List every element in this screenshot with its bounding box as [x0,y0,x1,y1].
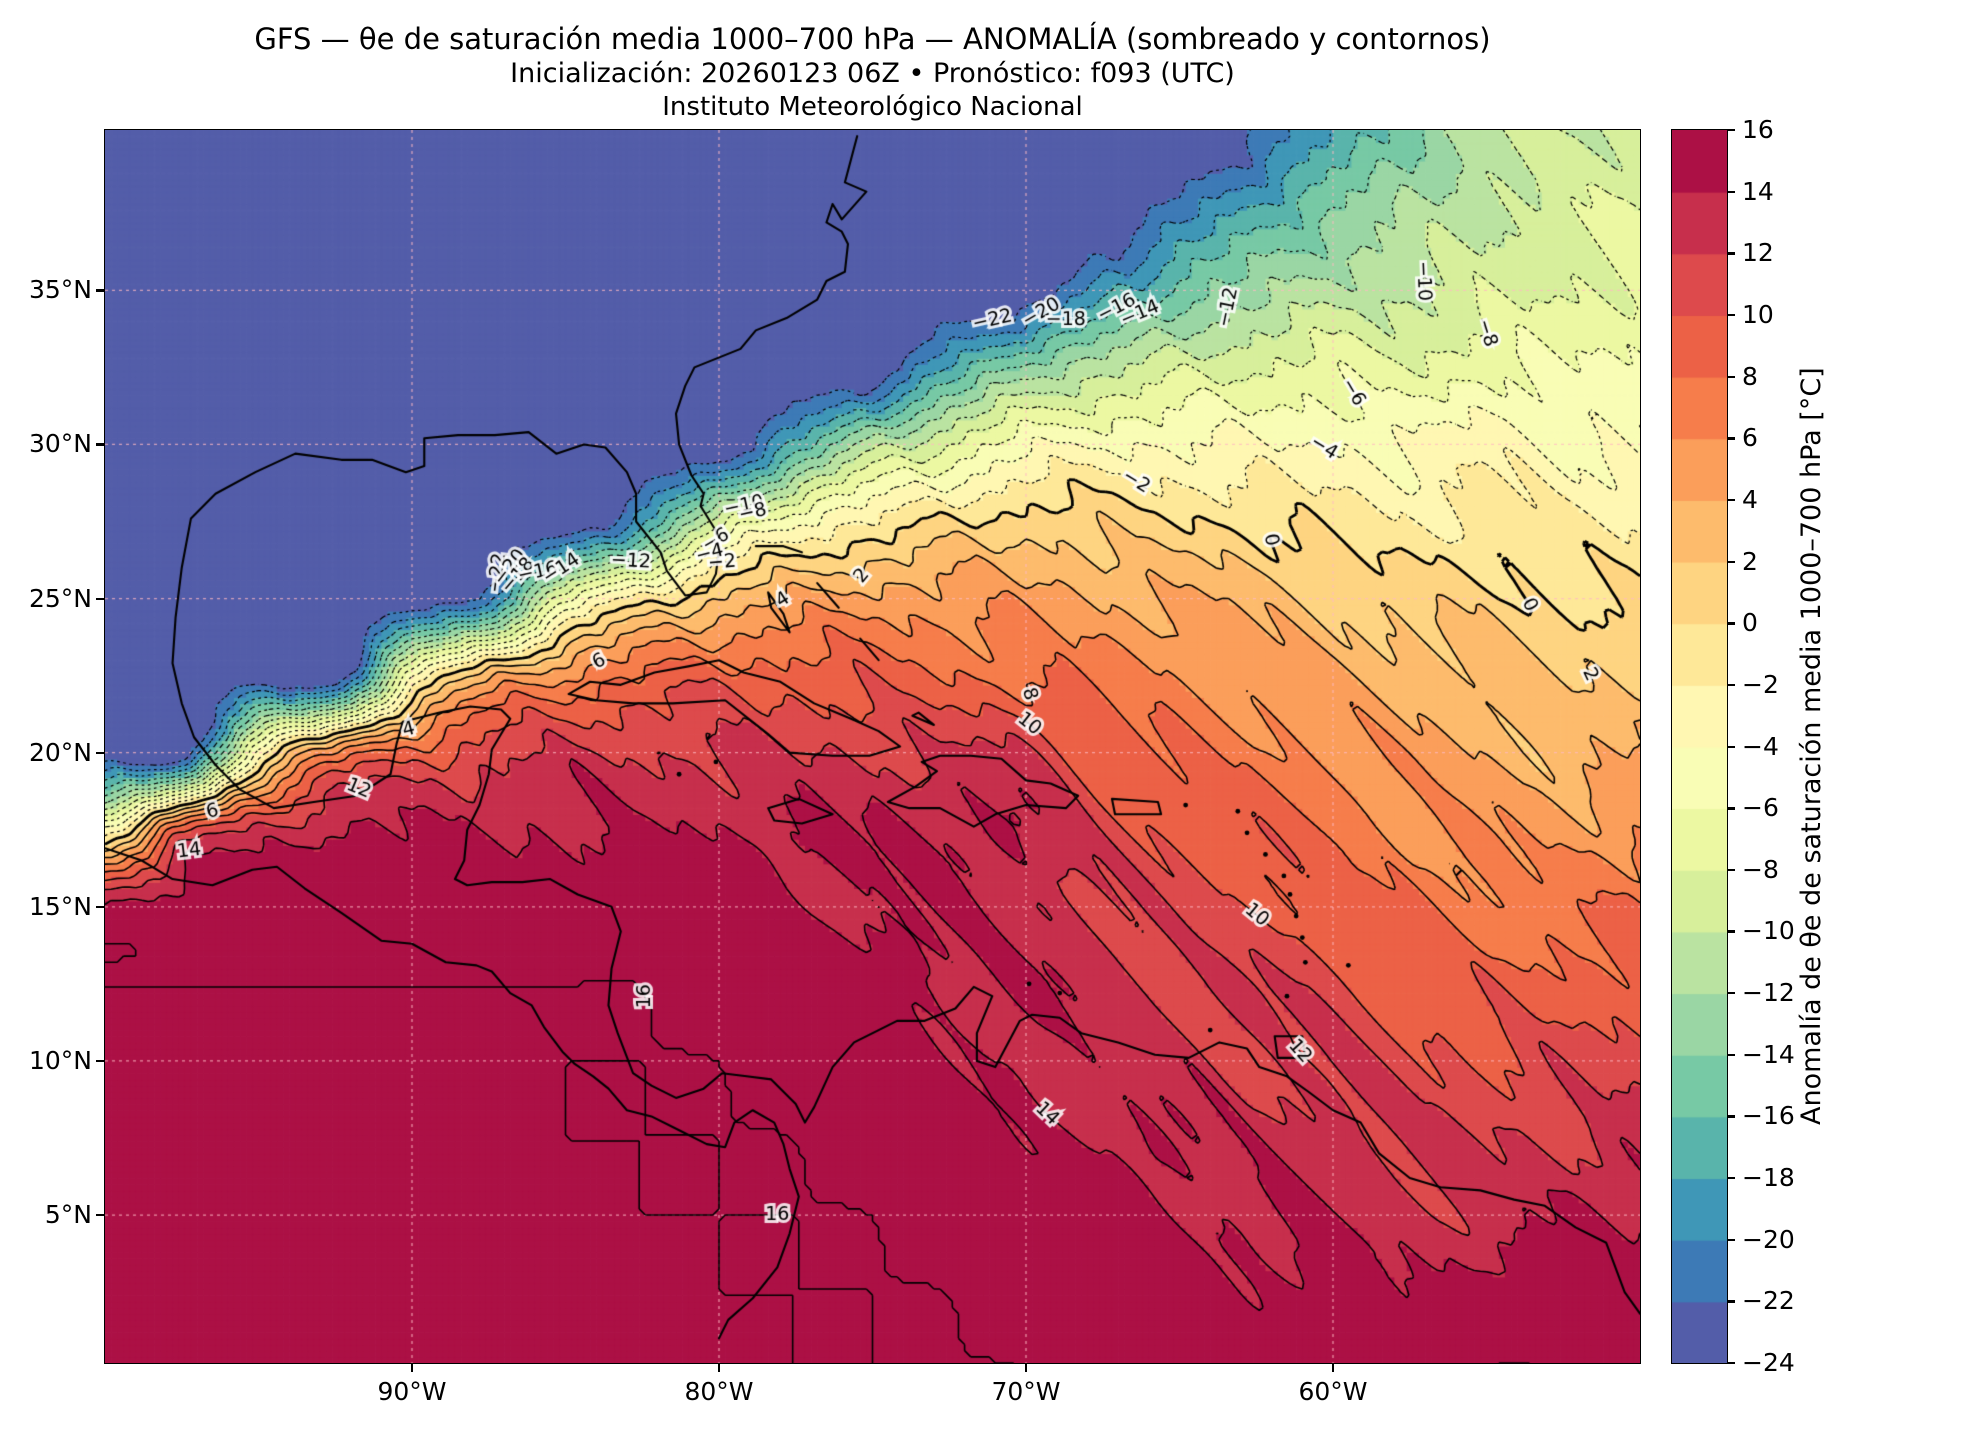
colorbar-tick-mark [1727,1362,1735,1365]
colorbar-tick-label: 14 [1742,176,1774,206]
y-tick-label: 15°N [28,891,92,921]
x-tick-mark [1331,1364,1335,1372]
colorbar-tick-label: −18 [1742,1163,1795,1193]
colorbar-tick-mark [1727,129,1735,132]
colorbar-tick-label: 4 [1742,484,1758,514]
colorbar-tick-mark [1727,1115,1735,1118]
y-tick-label: 20°N [28,737,92,767]
colorbar-tick-mark [1727,1238,1735,1242]
y-tick-label: 5°N [44,1200,92,1230]
x-tick-label: 90°W [377,1377,447,1406]
colorbar-tick-label: 16 [1742,115,1774,144]
colorbar-tick-mark [1727,683,1735,687]
title-line-1: GFS — θe de saturación media 1000–700 hP… [254,22,1491,56]
x-tick-mark [717,1364,721,1372]
colorbar-tick-mark [1727,622,1735,625]
colorbar-tick-label: −4 [1742,731,1779,761]
colorbar-tick-label: −8 [1742,854,1779,884]
colorbar-tick-label: −6 [1742,793,1779,823]
colorbar-tick-label: −22 [1742,1286,1795,1316]
colorbar-tick-label: −12 [1742,978,1795,1008]
x-tick-mark [1024,1364,1028,1372]
colorbar-tick-label: −2 [1742,669,1779,699]
y-tick-mark [96,905,104,909]
colorbar-tick-label: −24 [1742,1348,1795,1377]
y-tick-label: 30°N [28,429,92,459]
x-tick-mark [410,1364,414,1372]
y-tick-mark [96,289,104,292]
colorbar-canvas [1672,130,1727,1363]
y-tick-mark [96,443,104,446]
colorbar-tick-mark [1727,252,1735,255]
x-tick-label: 70°W [991,1377,1061,1406]
colorbar-tick-label: 0 [1742,608,1758,638]
colorbar-tick-mark [1727,560,1735,563]
y-tick-label: 35°N [28,275,92,305]
colorbar-tick-label: 10 [1742,299,1774,329]
colorbar-tick-label: 8 [1742,361,1758,391]
colorbar-tick-label: −20 [1742,1224,1795,1254]
y-tick-mark [96,751,104,755]
colorbar-tick-mark [1727,1177,1735,1180]
colorbar-tick-mark [1727,992,1735,995]
colorbar-tick-mark [1727,313,1735,317]
y-tick-mark [96,1059,104,1063]
colorbar-tick-mark [1727,807,1735,810]
colorbar-label: Anomalía de θe de saturación media 1000–… [1796,367,1827,1126]
colorbar-tick-mark [1727,375,1735,378]
colorbar-tick-label: −14 [1742,1039,1795,1069]
x-tick-label: 60°W [1298,1377,1368,1406]
y-tick-label: 25°N [28,583,92,613]
title-line-3: Instituto Meteorológico Nacional [662,92,1083,122]
colorbar-tick-mark [1727,437,1735,440]
colorbar-tick-mark [1727,190,1735,194]
colorbar-tick-mark [1727,498,1735,502]
title-line-2: Inicialización: 20260123 06Z • Pronóstic… [510,58,1235,89]
colorbar-tick-label: 2 [1742,546,1758,576]
colorbar-tick-mark [1727,1300,1735,1303]
colorbar-tick-label: −10 [1742,916,1795,946]
colorbar-tick-mark [1727,745,1735,748]
colorbar-tick-mark [1727,868,1735,872]
y-tick-mark [96,597,104,600]
colorbar-tick-label: −16 [1742,1101,1795,1131]
map-canvas [105,130,1640,1363]
y-tick-mark [96,1214,104,1217]
colorbar-tick-mark [1727,1053,1735,1057]
x-tick-label: 80°W [684,1377,754,1406]
colorbar-tick-mark [1727,930,1735,933]
y-tick-label: 10°N [28,1045,92,1075]
colorbar-tick-label: 12 [1742,238,1774,268]
colorbar-tick-label: 6 [1742,423,1758,453]
